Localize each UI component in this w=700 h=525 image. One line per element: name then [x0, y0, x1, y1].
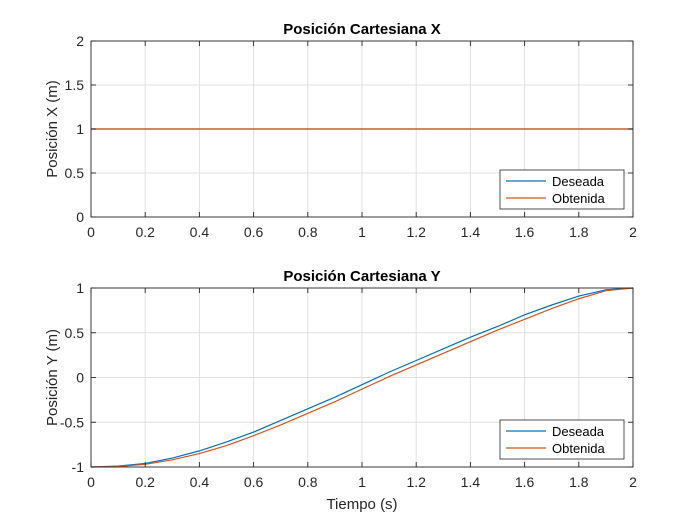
x-axis-label: Tiempo (s) [326, 496, 397, 513]
x-tick-label: 0 [87, 224, 95, 240]
x-tick-label: 0.4 [190, 474, 210, 490]
x-tick-label: 0 [87, 474, 95, 490]
x-tick-label: 0.8 [298, 224, 318, 240]
x-tick-label: 0.6 [244, 224, 264, 240]
x-tick-label: 1.4 [461, 224, 481, 240]
legend-label-0: Deseada [552, 424, 605, 439]
legend: Deseada Obtenida [499, 419, 625, 460]
y-tick-label: 0 [76, 209, 84, 225]
x-tick-label: 1 [358, 474, 366, 490]
x-tick-label: 2 [629, 474, 637, 490]
x-tick-label: 0.4 [190, 224, 210, 240]
x-tick-label: 2 [629, 224, 637, 240]
x-tick-label: 0.8 [298, 474, 318, 490]
x-tick-label: 1 [358, 224, 366, 240]
legend-label-1: Obtenida [552, 191, 606, 206]
y-tick-label: 1 [76, 280, 84, 296]
x-tick-label: 0.2 [135, 224, 155, 240]
x-tick-label: 1.6 [515, 474, 535, 490]
x-tick-label: 1.2 [406, 224, 426, 240]
chart-panel-1: 0 0.2 0.4 0.6 0.8 1 1.2 1.4 1.6 1.8 2 -1 -0.5 0 0.5 1 Po… [44, 268, 637, 513]
x-tick-label: 0.2 [135, 474, 155, 490]
y-tick-label: -1 [72, 459, 85, 475]
legend-box [499, 419, 625, 460]
chart-title: Posición Cartesiana X [283, 21, 441, 38]
legend-label-0: Deseada [552, 174, 605, 189]
y-tick-label: 0.5 [65, 325, 85, 341]
y-axis-label: Posición Y (m) [44, 329, 61, 426]
x-tick-label: 1.8 [569, 474, 589, 490]
series-line-1 [90, 287, 634, 468]
x-tick-label: 1.4 [461, 474, 481, 490]
legend-label-1: Obtenida [552, 441, 606, 456]
x-tick-label: 1.6 [515, 224, 535, 240]
legend: Deseada Obtenida [499, 169, 625, 210]
chart-title: Posición Cartesiana Y [283, 268, 440, 285]
x-tick-label: 0.6 [244, 474, 264, 490]
x-tick-label: 1.2 [406, 474, 426, 490]
y-tick-label: 2 [76, 33, 84, 49]
legend-box [499, 169, 625, 210]
y-tick-label: 0.5 [65, 165, 85, 181]
x-tick-label: 1.8 [569, 224, 589, 240]
series-line-0 [90, 287, 634, 468]
y-tick-label: -0.5 [60, 414, 84, 430]
y-tick-label: 0 [76, 370, 84, 386]
y-tick-label: 1.5 [65, 77, 85, 93]
y-axis-label: Posición X (m) [44, 80, 61, 178]
y-tick-label: 1 [76, 121, 84, 137]
chart-panel-0: 0 0.2 0.4 0.6 0.8 1 1.2 1.4 1.6 1.8 2 0 0.5 1 1.5 2 Posi… [44, 21, 637, 240]
